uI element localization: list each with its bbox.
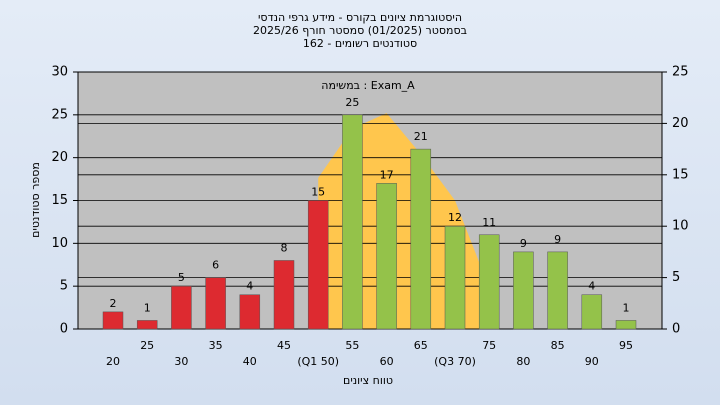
x-tick-label: 85 xyxy=(551,339,565,352)
y-tick-label: 0 xyxy=(60,322,68,337)
y2-tick-label: 10 xyxy=(672,219,689,234)
data-label: 4 xyxy=(246,280,253,293)
bar xyxy=(136,320,158,330)
x-tick-label: 60 xyxy=(380,355,394,368)
data-label: 25 xyxy=(345,96,359,109)
bar xyxy=(478,234,500,330)
bar xyxy=(171,285,192,330)
x-tick-label: 90 xyxy=(585,355,599,368)
x-tick-label: 55 xyxy=(345,339,359,352)
chart-title: סטודנטים רשומים - 162 xyxy=(303,37,417,50)
data-label: 4 xyxy=(588,280,595,293)
data-label: 6 xyxy=(212,259,219,272)
bar xyxy=(376,183,397,330)
x-tick-label: 95 xyxy=(619,339,633,352)
bar xyxy=(342,114,363,330)
bar xyxy=(547,251,568,330)
bar xyxy=(307,200,329,330)
data-label: 15 xyxy=(311,186,325,199)
chart-title: היסטוגרמת ציונים בקורס - מידע גרפי הנדסי xyxy=(258,11,462,24)
y2-tick-label: 0 xyxy=(672,322,680,337)
y2-tick-label: 15 xyxy=(672,167,689,182)
data-label: 1 xyxy=(144,301,151,314)
annotation: במשימה : Exam_A xyxy=(321,79,415,92)
x-tick-label: 25 xyxy=(140,339,154,352)
bar xyxy=(239,294,261,330)
bar xyxy=(410,148,432,330)
data-label: 12 xyxy=(448,211,462,224)
bar xyxy=(444,225,466,330)
x-tick-label: 45 xyxy=(277,339,291,352)
y-tick-label: 10 xyxy=(51,236,68,251)
x-tick-label: 75 xyxy=(482,339,496,352)
y-tick-label: 15 xyxy=(51,193,68,208)
chart-title: בסמסטר (01/2025) סמסטר חורף 2025/26 xyxy=(253,24,467,37)
x-tick-label: 30 xyxy=(174,355,188,368)
y-tick-label: 30 xyxy=(51,65,68,80)
x-tick-label: 20 xyxy=(106,355,120,368)
data-label: 11 xyxy=(482,216,496,229)
data-label: 2 xyxy=(110,297,117,310)
bar xyxy=(205,277,226,330)
data-label: 5 xyxy=(178,271,185,284)
bar xyxy=(102,311,124,330)
data-label: 8 xyxy=(281,241,288,254)
data-label: 9 xyxy=(520,237,527,250)
x-tick-label: 80 xyxy=(516,355,530,368)
x-tick-label: (Q1 50) xyxy=(297,355,339,368)
x-tick-label: 40 xyxy=(243,355,257,368)
y-axis-label: מספר סטודנטים xyxy=(29,162,42,238)
x-axis-label: טווח ציונים xyxy=(343,374,393,387)
y2-tick-label: 25 xyxy=(672,65,689,80)
data-label: 9 xyxy=(554,233,561,246)
bar xyxy=(581,294,603,330)
bar xyxy=(615,320,637,330)
x-tick-label: 65 xyxy=(414,339,428,352)
y-tick-label: 5 xyxy=(60,279,68,294)
y-tick-label: 20 xyxy=(51,150,68,165)
data-label: 17 xyxy=(380,168,394,181)
bar xyxy=(273,260,295,330)
y-tick-label: 25 xyxy=(51,107,68,122)
y2-tick-label: 5 xyxy=(672,270,680,285)
y2-tick-label: 20 xyxy=(672,116,689,131)
data-label: 1 xyxy=(623,301,630,314)
bar xyxy=(513,251,534,330)
x-tick-label: 35 xyxy=(209,339,223,352)
data-label: 21 xyxy=(414,130,428,143)
x-tick-label: (Q3 70) xyxy=(434,355,476,368)
